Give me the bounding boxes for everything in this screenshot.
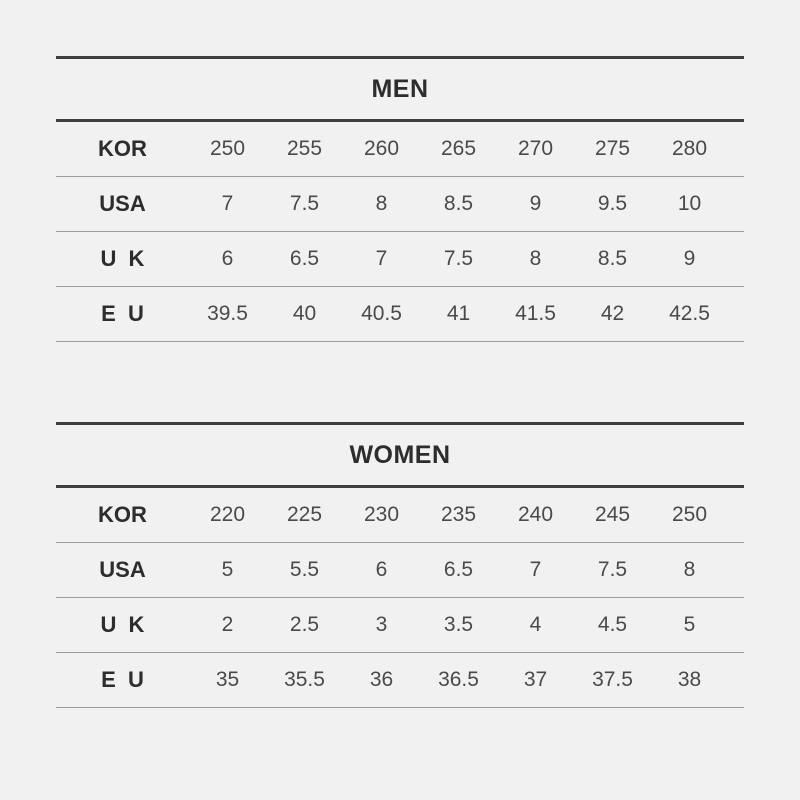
row-label-kor: KOR <box>98 136 147 161</box>
size-value: 9 <box>529 192 542 215</box>
size-value: 250 <box>209 137 246 160</box>
size-value: 35.5 <box>284 668 325 691</box>
size-value: 280 <box>671 137 708 160</box>
table-row-men-eu: E U 39.5 40 40.5 41 41.5 42 42.5 <box>56 287 744 342</box>
size-value: 41.5 <box>515 302 556 325</box>
size-value: 8.5 <box>597 247 628 270</box>
size-value: 7 <box>375 247 388 270</box>
size-value: 8 <box>375 192 388 215</box>
size-value: 6 <box>375 558 388 581</box>
size-value: 41 <box>446 302 471 325</box>
size-value: 8 <box>683 558 696 581</box>
table-row-women-kor: KOR 220 225 230 235 240 245 250 <box>56 488 744 543</box>
size-value: 6.5 <box>443 558 474 581</box>
size-value: 2 <box>221 613 234 636</box>
table-row-men-usa: USA 7 7.5 8 8.5 9 9.5 10 <box>56 177 744 232</box>
size-value: 9 <box>683 247 696 270</box>
size-value: 265 <box>440 137 477 160</box>
size-value: 5.5 <box>289 558 320 581</box>
size-value: 3.5 <box>443 613 474 636</box>
size-value: 6.5 <box>289 247 320 270</box>
size-value: 38 <box>677 668 702 691</box>
size-value: 225 <box>286 503 323 526</box>
size-value: 36 <box>369 668 394 691</box>
size-chart: MEN KOR 250 255 260 265 270 275 280 USA … <box>56 0 744 708</box>
size-value: 270 <box>517 137 554 160</box>
size-value: 7 <box>529 558 542 581</box>
women-size-table: WOMEN KOR 220 225 230 235 240 245 250 US… <box>56 422 744 708</box>
table-row-men-uk: U K 6 6.5 7 7.5 8 8.5 9 <box>56 232 744 287</box>
size-value: 240 <box>517 503 554 526</box>
size-value: 255 <box>286 137 323 160</box>
size-value: 275 <box>594 137 631 160</box>
size-value: 36.5 <box>438 668 479 691</box>
size-value: 7.5 <box>443 247 474 270</box>
size-value: 220 <box>209 503 246 526</box>
size-value: 260 <box>363 137 400 160</box>
size-value: 245 <box>594 503 631 526</box>
men-table-title: MEN <box>56 59 744 122</box>
size-value: 39.5 <box>207 302 248 325</box>
size-value: 10 <box>677 192 702 215</box>
size-value: 37.5 <box>592 668 633 691</box>
size-value: 5 <box>221 558 234 581</box>
row-label-usa: USA <box>99 557 146 582</box>
size-value: 8.5 <box>443 192 474 215</box>
table-row-women-uk: U K 2 2.5 3 3.5 4 4.5 5 <box>56 598 744 653</box>
table-row-men-kor: KOR 250 255 260 265 270 275 280 <box>56 122 744 177</box>
table-row-women-usa: USA 5 5.5 6 6.5 7 7.5 8 <box>56 543 744 598</box>
size-value: 4.5 <box>597 613 628 636</box>
row-label-eu: E U <box>101 301 144 326</box>
size-value: 37 <box>523 668 548 691</box>
row-label-eu: E U <box>101 667 144 692</box>
size-value: 9.5 <box>597 192 628 215</box>
size-value: 7 <box>221 192 234 215</box>
men-size-table: MEN KOR 250 255 260 265 270 275 280 USA … <box>56 56 744 342</box>
row-label-usa: USA <box>99 191 146 216</box>
size-value: 250 <box>671 503 708 526</box>
women-table-title: WOMEN <box>56 425 744 488</box>
size-value: 6 <box>221 247 234 270</box>
size-value: 3 <box>375 613 388 636</box>
size-value: 4 <box>529 613 542 636</box>
size-value: 42 <box>600 302 625 325</box>
table-row-women-eu: E U 35 35.5 36 36.5 37 37.5 38 <box>56 653 744 708</box>
size-value: 40 <box>292 302 317 325</box>
size-value: 40.5 <box>361 302 402 325</box>
size-value: 35 <box>215 668 240 691</box>
size-value: 7.5 <box>597 558 628 581</box>
size-value: 42.5 <box>669 302 710 325</box>
size-value: 235 <box>440 503 477 526</box>
row-label-kor: KOR <box>98 502 147 527</box>
size-value: 230 <box>363 503 400 526</box>
size-value: 5 <box>683 613 696 636</box>
size-value: 2.5 <box>289 613 320 636</box>
row-label-uk: U K <box>100 246 145 271</box>
row-label-uk: U K <box>100 612 145 637</box>
size-value: 7.5 <box>289 192 320 215</box>
size-value: 8 <box>529 247 542 270</box>
